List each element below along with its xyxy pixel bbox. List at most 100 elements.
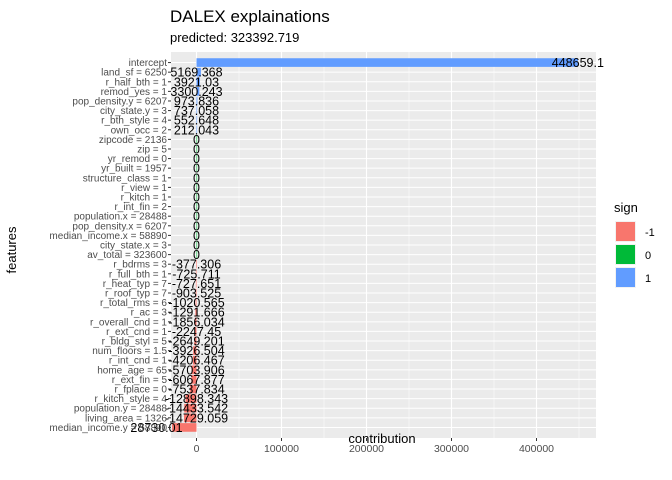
x-tick-label: 300000	[434, 443, 469, 455]
legend-title: sign	[614, 200, 638, 215]
y-tick-label: zipcode = 2136	[99, 135, 168, 146]
data-label: -14729.059	[165, 411, 228, 425]
data-label: -1291.666	[168, 306, 224, 320]
chart-title: DALEX explainations	[170, 7, 330, 26]
bar	[196, 106, 198, 115]
y-tick-label: r_heat_typ = 7	[103, 279, 168, 290]
data-label: 212.043	[174, 123, 219, 137]
y-tick-label: pop_density.x = 6207	[72, 221, 167, 232]
bar	[196, 144, 198, 154]
y-tick-label: r_bldg_styl = 5	[102, 337, 168, 348]
data-label: 448659.1	[552, 56, 604, 70]
data-label: -7537.834	[168, 383, 224, 397]
bar	[194, 317, 197, 327]
x-tick-label: 0	[194, 443, 200, 455]
y-tick-label: r_kitch = 1	[121, 192, 168, 203]
y-tick-label: r_ext_fin = 5	[112, 375, 168, 386]
y-tick-label: r_int_cnd = 1	[109, 356, 168, 367]
data-label: 0	[193, 152, 200, 166]
bar	[196, 240, 198, 250]
bar	[192, 355, 197, 365]
data-label: -377.306	[172, 258, 221, 272]
y-tick-label: remod_yes = 1	[101, 87, 168, 98]
y-axis-title: features	[4, 226, 19, 273]
data-label: 0	[193, 219, 200, 233]
bar	[194, 327, 197, 336]
bar	[193, 346, 197, 355]
data-label: -725.711	[172, 267, 220, 281]
y-tick-label: structure_class = 1	[83, 173, 168, 184]
bar	[183, 413, 197, 423]
bar	[194, 336, 197, 346]
y-tick-label: median_income.y = 58890	[49, 423, 167, 434]
data-label: 3921.03	[174, 75, 219, 89]
data-label: 0	[193, 171, 200, 185]
data-label: 973.836	[174, 94, 219, 108]
bar	[196, 221, 198, 231]
bar	[196, 87, 200, 96]
data-label: -12898.343	[165, 392, 228, 406]
bar	[172, 423, 197, 432]
bar	[196, 125, 198, 135]
legend-label: 0	[645, 250, 651, 262]
data-label: 737.058	[174, 104, 219, 118]
bar	[196, 211, 198, 221]
bar	[196, 231, 198, 240]
data-label: 0	[193, 229, 200, 243]
y-tick-label: r_ext_cnd = 1	[106, 327, 167, 338]
bar	[191, 375, 197, 384]
data-label: -727.651	[172, 277, 221, 291]
y-tick-label: land_sf = 6250	[101, 68, 167, 79]
legend-label: -1	[645, 227, 655, 239]
x-axis-ticks: 0 100000 200000 300000 400000	[194, 438, 554, 455]
bar	[196, 115, 198, 125]
bar	[190, 384, 197, 394]
bars	[172, 58, 578, 432]
bar	[195, 279, 197, 288]
y-tick-label: r_view = 1	[121, 183, 167, 194]
bar	[191, 365, 197, 375]
y-tick-label: median_income.x = 58890	[49, 231, 167, 242]
data-label: 0	[193, 210, 200, 224]
y-tick-label: zip = 5	[137, 144, 167, 155]
bar	[196, 154, 198, 163]
legend-swatch	[616, 245, 635, 264]
bar	[195, 298, 197, 307]
bar	[196, 202, 198, 211]
data-label: 0	[193, 142, 200, 156]
bar	[196, 192, 198, 202]
legend: sign -1 0 1	[614, 200, 655, 288]
y-tick-label: yr_remod = 0	[108, 154, 168, 165]
data-label: -14433.542	[165, 402, 228, 416]
legend-swatch	[616, 268, 635, 287]
bar	[195, 269, 197, 279]
y-tick-label: own_occ = 2	[111, 125, 168, 136]
bar	[196, 77, 200, 87]
data-labels: 448659.1 5169.3683921.033300.243973.83673…	[130, 56, 604, 435]
y-tick-label: av_total = 323600	[87, 250, 167, 261]
y-tick-label: r_bth_style = 4	[101, 116, 167, 127]
bar	[196, 135, 198, 144]
x-axis-title: contribution	[348, 431, 415, 446]
bar	[196, 250, 198, 259]
data-label: -1856.034	[168, 315, 224, 329]
y-tick-label: r_kitch_style = 4	[94, 394, 167, 405]
bar	[196, 96, 198, 106]
data-label: -2247.45	[172, 325, 221, 339]
data-label: 0	[193, 239, 200, 253]
data-label: -903.525	[172, 287, 221, 301]
data-label: 552.648	[174, 114, 219, 128]
data-label: 28730.01	[130, 421, 182, 435]
y-tick-label: r_roof_typ = 7	[105, 289, 167, 300]
bar	[196, 163, 198, 173]
data-label: -4206.467	[168, 354, 224, 368]
y-tick-label: r_fplace = 0	[114, 385, 167, 396]
data-label: -5703.906	[168, 363, 224, 377]
bar	[196, 183, 198, 192]
bar	[195, 288, 197, 298]
bar	[184, 403, 197, 413]
data-label: 0	[193, 133, 200, 147]
data-label: 3300.243	[170, 85, 222, 99]
data-label: -6067.877	[168, 373, 224, 387]
